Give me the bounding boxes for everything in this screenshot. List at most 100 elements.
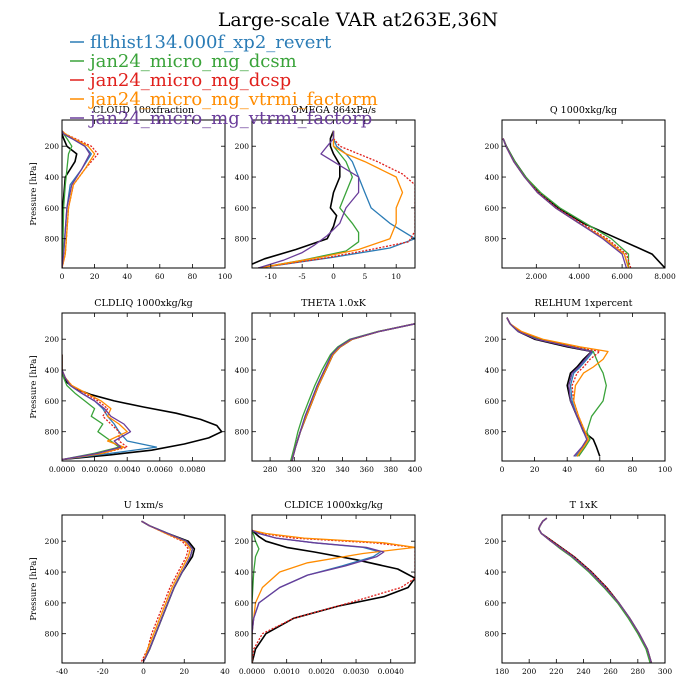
panel-3-ytick-label: 400: [45, 366, 60, 375]
panel-4-series-line-3: [291, 323, 415, 461]
legend-label-2: jan24_micro_mg_dcsp: [88, 70, 291, 91]
panel-4-ytick-label: 800: [235, 428, 250, 437]
panel-8-series: [537, 517, 653, 663]
panel-4-xtick-label: 380: [384, 465, 399, 474]
legend-label-3: jan24_micro_mg_vtrmi_factorm: [88, 89, 378, 110]
panel-5-ytick-label: 200: [485, 335, 500, 344]
panel-4-ytick-label: 200: [235, 335, 250, 344]
panel-6-series-line-4: [141, 520, 192, 662]
panel-8-series-line-1: [538, 517, 653, 663]
panel-7-ytick-label: 800: [235, 630, 250, 639]
panel-3-ytick-label: 600: [45, 397, 60, 406]
panel-4-series-line-5: [291, 323, 415, 461]
panel-5-ytick-label: 400: [485, 366, 500, 375]
panel-0-xtick-label: 60: [155, 272, 165, 281]
panel-0-frame: [61, 119, 226, 269]
panel-0-series-line-3: [62, 130, 99, 268]
legend-label-0: flthist134.000f_xp2_revert: [90, 32, 332, 53]
panel-3-xtick-label: 0.0020: [81, 465, 107, 474]
panel-2-frame: [501, 119, 666, 269]
panel-0-title: CLOUD 100xfraction: [93, 105, 194, 116]
panel-6-series: [140, 520, 196, 662]
panel-0-ytick-label: 200: [45, 142, 60, 151]
panel-2-ytick-label: 800: [485, 235, 500, 244]
panel-1-ytick-label: 400: [235, 173, 250, 182]
panel-1-ytick-label: 200: [235, 142, 250, 151]
panel-6-ytick-label: 200: [45, 537, 60, 546]
panel-0-xtick-label: 20: [90, 272, 100, 281]
panel-0: 0 20 40 60 80 100 200 400 600 800 Pressure [hPa] CL…: [29, 105, 232, 281]
panel-0-series: [62, 130, 99, 268]
panel-2-series-line-1: [502, 138, 630, 268]
panel-7-ytick-label: 400: [235, 568, 250, 577]
panel-2-xtick-label: 8.000: [654, 272, 676, 281]
panel-0-xtick-label: 100: [218, 272, 233, 281]
panel-5-ytick-label: 600: [485, 397, 500, 406]
panel-5-frame: [501, 312, 666, 462]
panel-5-xtick-label: 40: [562, 465, 572, 474]
panel-8-frame: [501, 514, 666, 664]
panel-0-ytick-label: 600: [45, 204, 60, 213]
panel-1-xtick-label: 0: [331, 272, 336, 281]
panel-8-xtick-label: 180: [495, 667, 510, 676]
panel-4-series: [289, 323, 415, 461]
figure-title: Large-scale VAR at263E,36N: [218, 9, 498, 31]
panel-3-title: CLDLIQ 1000xkg/kg: [94, 298, 192, 309]
panel-1-series-line-4: [258, 130, 404, 268]
panel-3-xtick-label: 0.0080: [179, 465, 205, 474]
panel-3: 0.0000 0.0020 0.0040 0.0060 0.0080 200 400 600 8…: [29, 298, 226, 474]
panel-1-ytick-label: 800: [235, 235, 250, 244]
panel-3-xtick-label: 0.0000: [49, 465, 75, 474]
panel-2-series-line-5: [502, 138, 628, 268]
panel-0-series-line-2: [62, 130, 73, 268]
panel-3-ytick-label: 200: [45, 335, 60, 344]
panel-2-series-line-4: [502, 138, 630, 268]
panel-4-frame: [251, 312, 416, 462]
panel-4-xtick-label: 360: [360, 465, 375, 474]
panel-0-series-line-4: [62, 130, 96, 268]
legend-label-4: jan24_micro_mg_vtrmi_factorp: [88, 108, 372, 129]
panel-4-xtick-label: 400: [408, 465, 423, 474]
panel-2-series: [502, 138, 665, 268]
panel-6-ytick-label: 400: [45, 568, 60, 577]
panel-3-series-line-5: [62, 354, 132, 461]
panel-2-xtick-label: 6.000: [611, 272, 633, 281]
panel-5-xtick-label: 20: [530, 465, 540, 474]
panel-8-series-line-3: [538, 517, 653, 663]
panel-5-xtick-label: 0: [500, 465, 505, 474]
panel-3-ytick-label: 800: [45, 428, 60, 437]
panel-7-ytick-label: 200: [235, 537, 250, 546]
panel-5-series-line-1: [506, 317, 594, 457]
panel-8-title: T 1xK: [570, 500, 599, 511]
panel-8-ytick-label: 800: [485, 630, 500, 639]
panel-7-xtick-label: 0.0010: [274, 667, 300, 676]
panel-1-xtick-label: 5: [362, 272, 367, 281]
panel-2-ytick-label: 200: [485, 142, 500, 151]
panel-2-series-line-0: [502, 138, 665, 268]
panel-7-series-line-0: [252, 529, 415, 663]
panel-6: -40 -20 0 20 40 200 400 600 800 Pressure [hPa] U 1…: [29, 500, 230, 676]
panel-8-series-line-0: [537, 517, 653, 663]
panel-4-ytick-label: 600: [235, 397, 250, 406]
panel-2-series-line-2: [502, 138, 630, 268]
panel-6-xtick-label: -20: [97, 667, 109, 676]
panel-2-xtick-label: 4.000: [568, 272, 590, 281]
panel-3-xtick-label: 0.0060: [147, 465, 173, 474]
panel-6-title: U 1xm/s: [124, 500, 164, 511]
panel-7-xtick-label: 0.0020: [308, 667, 334, 676]
panel-7-xtick-label: 0.0000: [239, 667, 265, 676]
panel-1-title: OMEGA 864xPa/s: [291, 105, 376, 116]
panel-8-xtick-label: 220: [549, 667, 564, 676]
panel-3-xtick-label: 0.0040: [114, 465, 140, 474]
panel-8: 180 200 220 240 260 280 300 200 400 600 800 T 1xK: [485, 500, 673, 676]
panel-3-frame: [61, 312, 226, 462]
panel-8-xtick-label: 280: [631, 667, 646, 676]
panel-6-ylabel: Pressure [hPa]: [29, 557, 39, 620]
panel-0-ytick-label: 800: [45, 235, 60, 244]
panel-6-frame: [61, 514, 226, 664]
panel-1-series: [252, 130, 415, 268]
panel-5-ytick-label: 800: [485, 428, 500, 437]
panel-6-xtick-label: 20: [179, 667, 189, 676]
panel-7-ytick-label: 600: [235, 599, 250, 608]
